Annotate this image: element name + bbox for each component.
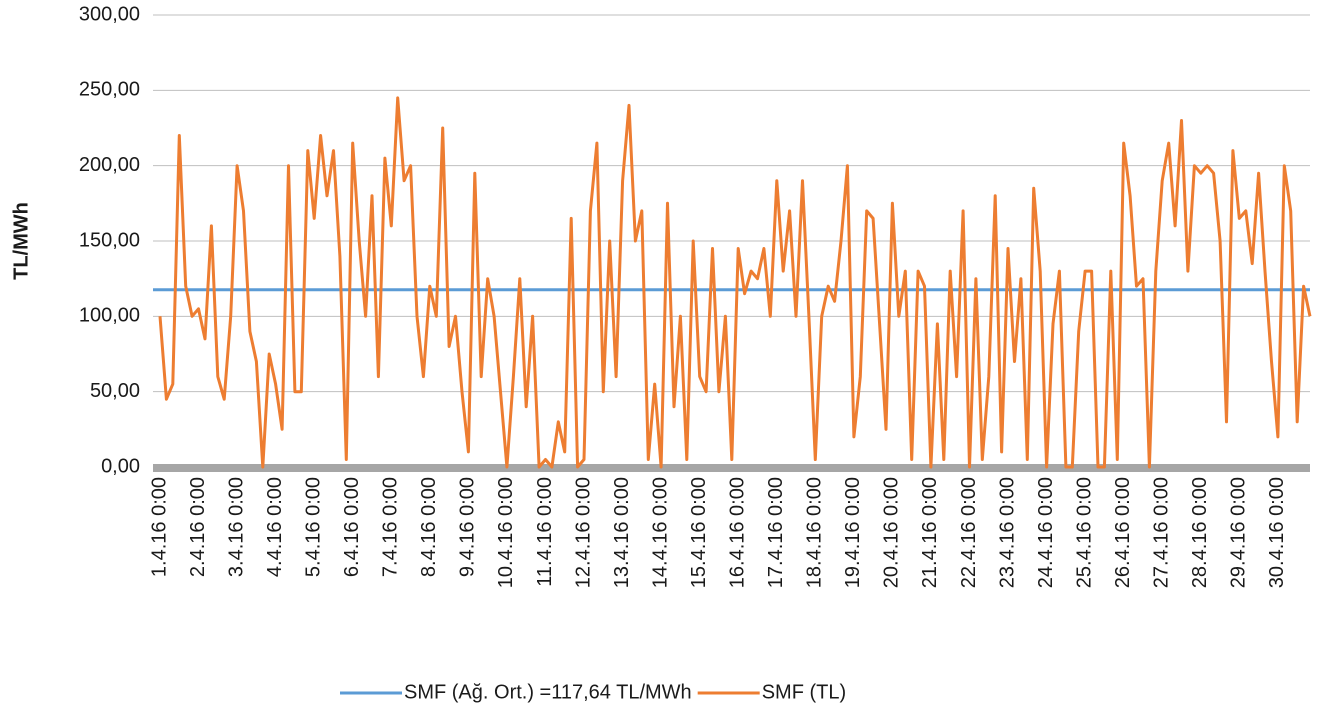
x-tick-label: 5.4.16 0:00 — [302, 477, 324, 577]
y-tick-label: 150,00 — [79, 229, 140, 251]
y-tick-label: 50,00 — [90, 380, 140, 402]
x-tick-label: 1.4.16 0:00 — [148, 477, 170, 577]
x-tick-label: 20.4.16 0:00 — [881, 477, 903, 588]
x-axis — [153, 464, 1310, 472]
x-tick-label: 22.4.16 0:00 — [958, 477, 980, 588]
x-tick-label: 11.4.16 0:00 — [534, 477, 556, 587]
x-tick-label: 10.4.16 0:00 — [495, 477, 517, 588]
x-tick-label: 4.4.16 0:00 — [264, 477, 286, 577]
x-tick-label: 24.4.16 0:00 — [1035, 477, 1057, 588]
x-tick-label: 9.4.16 0:00 — [457, 477, 479, 577]
x-tick-label: 17.4.16 0:00 — [765, 477, 787, 588]
y-tick-label: 300,00 — [79, 3, 140, 25]
x-tick-label: 16.4.16 0:00 — [726, 477, 748, 588]
x-tick-label: 14.4.16 0:00 — [649, 477, 671, 588]
x-tick-label: 28.4.16 0:00 — [1189, 477, 1211, 588]
series-line — [158, 96, 1312, 469]
x-tick-label: 3.4.16 0:00 — [225, 477, 247, 577]
x-tick-label: 30.4.16 0:00 — [1266, 477, 1288, 588]
x-tick-label: 7.4.16 0:00 — [380, 477, 402, 577]
x-tick-label: 12.4.16 0:00 — [572, 477, 594, 588]
y-tick-label: 100,00 — [79, 305, 140, 327]
x-tick-label: 21.4.16 0:00 — [919, 477, 941, 588]
legend-label: SMF (TL) — [762, 681, 846, 703]
x-tick-label: 19.4.16 0:00 — [842, 477, 864, 588]
y-tick-label: 200,00 — [79, 154, 140, 176]
x-tick-label: 25.4.16 0:00 — [1073, 477, 1095, 588]
x-tick-label: 23.4.16 0:00 — [996, 477, 1018, 588]
x-tick-label: 27.4.16 0:00 — [1151, 477, 1173, 588]
legend-label: SMF (Ağ. Ort.) =117,64 TL/MWh — [404, 681, 692, 703]
x-tick-label: 13.4.16 0:00 — [611, 477, 633, 588]
x-tick-label: 6.4.16 0:00 — [341, 477, 363, 577]
x-tick-label: 18.4.16 0:00 — [804, 477, 826, 588]
x-tick-label: 26.4.16 0:00 — [1112, 477, 1134, 588]
x-tick-label: 15.4.16 0:00 — [688, 477, 710, 588]
x-tick-label: 2.4.16 0:00 — [187, 477, 209, 577]
y-tick-label: 250,00 — [79, 79, 140, 101]
y-tick-label: 0,00 — [101, 455, 140, 477]
x-tick-label: 8.4.16 0:00 — [418, 477, 440, 577]
y-axis-label: TL/MWh — [10, 202, 32, 280]
x-tick-label: 29.4.16 0:00 — [1228, 477, 1250, 588]
